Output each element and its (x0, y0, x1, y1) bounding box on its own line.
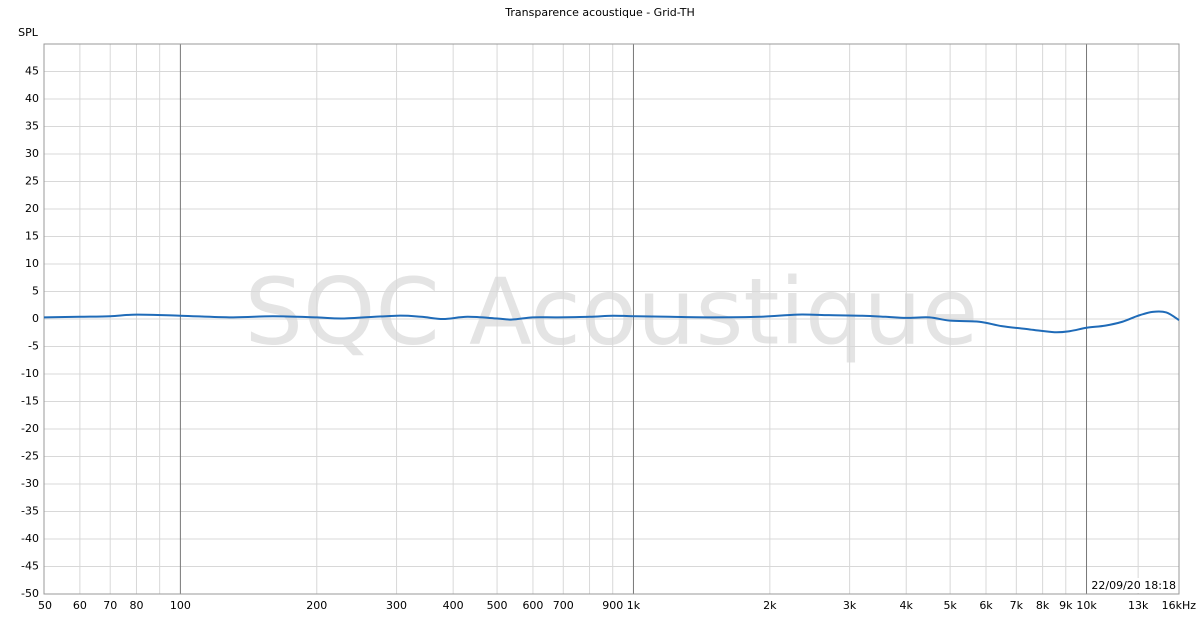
x-tick-label: 500 (487, 599, 508, 612)
x-tick-label: 100 (170, 599, 191, 612)
x-tick-label: 5k (943, 599, 957, 612)
y-tick-label: -45 (21, 560, 39, 573)
x-tick-label: 400 (443, 599, 464, 612)
y-tick-label: 15 (25, 230, 39, 243)
y-tick-label: -25 (21, 450, 39, 463)
x-tick-label: 80 (129, 599, 143, 612)
y-tick-label: 20 (25, 202, 39, 215)
y-tick-label: -5 (28, 340, 39, 353)
watermark: SQC Acoustique (245, 258, 979, 365)
x-tick-label: 700 (553, 599, 574, 612)
x-tick-label: 1k (627, 599, 641, 612)
y-tick-label: -35 (21, 505, 39, 518)
x-tick-label: 70 (103, 599, 117, 612)
x-tick-label: 9k (1059, 599, 1073, 612)
x-tick-label: 13k (1128, 599, 1149, 612)
y-tick-label: -50 (21, 587, 39, 600)
y-tick-label: -15 (21, 395, 39, 408)
y-tick-label: 25 (25, 175, 39, 188)
x-tick-label: 10k (1076, 599, 1097, 612)
x-tick-label: 900 (602, 599, 623, 612)
x-tick-label: 3k (843, 599, 857, 612)
x-tick-label: 16kHz (1162, 599, 1197, 612)
x-tick-label: 50 (38, 599, 52, 612)
timestamp: 22/09/20 18:18 (1091, 579, 1176, 592)
y-tick-label: 0 (32, 312, 39, 325)
x-tick-label: 60 (73, 599, 87, 612)
y-tick-label: -40 (21, 532, 39, 545)
y-tick-label: -20 (21, 422, 39, 435)
y-tick-label: 45 (25, 65, 39, 78)
x-tick-label: 7k (1010, 599, 1024, 612)
y-tick-label: -10 (21, 367, 39, 380)
y-tick-label: 30 (25, 147, 39, 160)
y-axis-label: SPL (18, 26, 39, 39)
y-tick-label: 40 (25, 92, 39, 105)
y-tick-label: 5 (32, 285, 39, 298)
x-tick-label: 600 (522, 599, 543, 612)
chart-title: Transparence acoustique - Grid-TH (504, 6, 694, 19)
x-tick-label: 200 (306, 599, 327, 612)
x-tick-label: 2k (763, 599, 777, 612)
y-tick-label: -30 (21, 477, 39, 490)
y-tick-label: 10 (25, 257, 39, 270)
x-tick-label: 8k (1036, 599, 1050, 612)
timestamp-bg (1092, 578, 1178, 593)
y-tick-label: 35 (25, 120, 39, 133)
series-line (43, 310, 1180, 334)
x-tick-label: 6k (979, 599, 993, 612)
x-tick-label: 4k (900, 599, 914, 612)
x-tick-label: 300 (386, 599, 407, 612)
